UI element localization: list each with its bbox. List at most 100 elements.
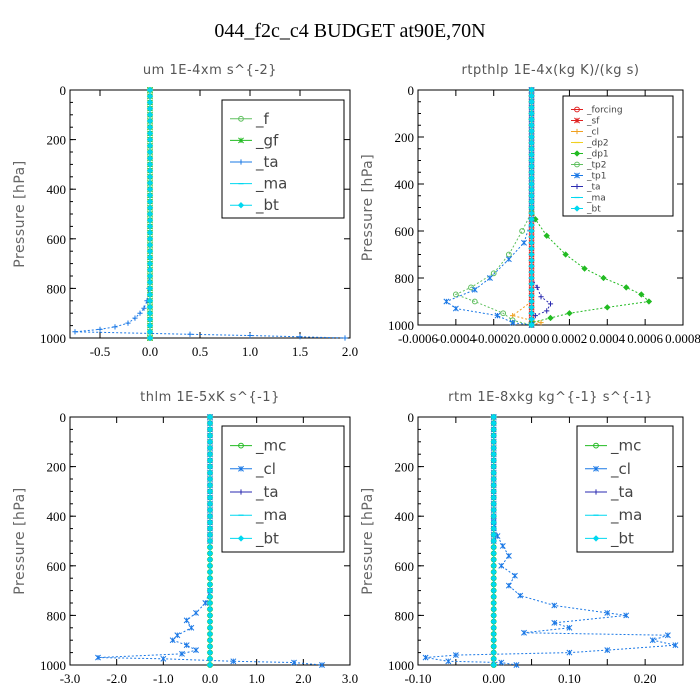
data-point [206,618,214,625]
data-point [146,297,154,304]
x-tick-label: 0.0008 [665,331,700,346]
x-tick-label: 2.0 [295,671,311,686]
data-point [141,305,147,311]
data-point [500,310,507,317]
legend-marker [574,106,580,113]
x-tick-label: 1.0 [249,671,265,686]
y-axis-label: Pressure [hPa] [360,154,376,261]
data-point [206,550,214,557]
data-point [146,291,154,298]
series-line [454,90,533,326]
data-point [183,617,190,624]
data-point [146,198,154,205]
data-point [291,659,297,666]
data-point [528,310,535,317]
data-point [146,210,154,218]
data-point [528,221,535,229]
data-point [206,494,214,501]
data-point [528,186,535,194]
y-tick-label: 0 [408,83,415,98]
data-point [422,654,429,661]
chart-panel-1: um 1E-4xm s^{-2} Pressure [hPa] 0 200 400 600… [12,63,358,359]
data-point [528,321,535,329]
data-point [146,316,154,323]
data-point [528,245,535,252]
data-point [95,654,101,661]
data-point [528,157,535,164]
data-point [206,568,214,576]
legend-label: _cl [610,460,631,479]
data-point [146,192,154,199]
data-point [513,662,520,668]
data-point [146,186,154,193]
panel-title: um 1E-4xm s^{-2} [143,63,277,78]
data-point [169,637,176,644]
data-point [146,334,154,342]
data-point [528,239,535,246]
data-point [206,556,214,563]
legend-marker [238,489,244,495]
legend-marker [238,465,244,472]
data-point [649,637,656,644]
data-point [604,609,611,616]
data-point [490,544,497,551]
data-point [206,506,214,514]
data-point [452,652,459,659]
data-point [498,659,505,666]
legend-marker [574,117,580,124]
data-point [521,239,527,246]
data-point [146,99,154,106]
legend-label: _gf [255,131,279,150]
legend: _f _gf _ta _ma _bt [221,99,345,219]
data-point [505,251,512,258]
x-tick-label: -0.0006 [398,331,439,346]
data-point [528,133,535,141]
y-axis-label: Pressure [hPa] [12,160,28,267]
data-point [146,303,154,311]
data-point [490,420,497,427]
data-point [297,334,303,340]
data-point [528,86,535,94]
series-tp2 [452,87,535,328]
data-point [528,198,535,205]
y-tick-label: 600 [47,232,67,247]
data-point [206,482,214,489]
data-point [511,572,518,579]
data-point [528,163,535,170]
data-point [490,550,497,557]
series-bt [528,86,535,329]
data-point [206,519,214,526]
data-point [672,642,679,649]
data-point [490,432,497,439]
data-point [146,117,154,125]
data-point [490,581,497,588]
data-point [179,650,185,657]
y-tick-label: 800 [395,271,415,286]
data-point [566,649,573,656]
data-point [146,86,154,94]
data-point [547,314,554,322]
data-point [146,130,154,137]
data-point [146,235,154,242]
legend-label: _mc [255,437,286,456]
data-point [490,513,497,520]
data-point [528,127,535,135]
data-point [206,612,214,619]
legend-marker [574,172,580,179]
data-point [581,265,588,272]
data-point [146,266,154,273]
data-point [206,537,214,545]
x-tick-label: -0.0002 [474,331,514,346]
data-point [146,310,154,317]
data-point [206,599,214,607]
data-point [247,332,253,339]
data-point [112,324,118,330]
data-point [146,254,154,261]
data-point [146,204,154,211]
data-point [490,661,497,669]
data-point [206,593,214,600]
legend-marker [238,159,244,165]
x-tick-label: 0.00 [482,671,505,686]
data-point [146,148,154,156]
